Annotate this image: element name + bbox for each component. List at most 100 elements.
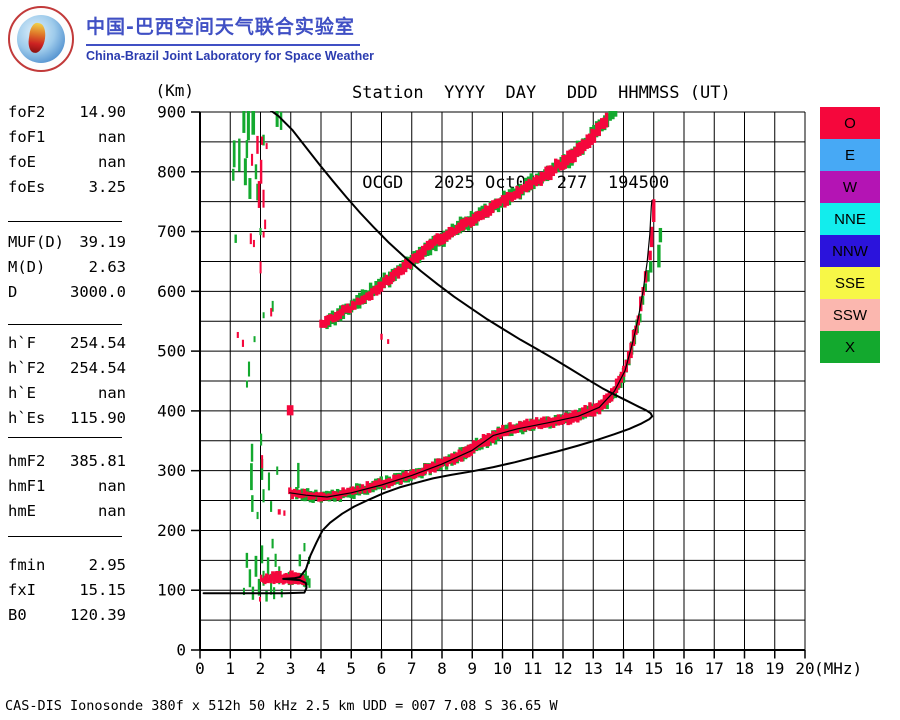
x-tick-label: 1 bbox=[225, 659, 235, 678]
parameter-row: h`Es 115.90 bbox=[8, 406, 126, 431]
noise-echo bbox=[242, 111, 246, 133]
legend-item-sse: SSE bbox=[820, 267, 880, 299]
parameter-row: D 3000.0 bbox=[8, 280, 126, 305]
legend-item-o: O bbox=[820, 107, 880, 139]
parameter-row: foE nan bbox=[8, 150, 126, 175]
noise-echo bbox=[387, 339, 390, 344]
noise-echo bbox=[297, 462, 300, 489]
noise-echo bbox=[271, 538, 274, 549]
globe-icon bbox=[17, 15, 65, 63]
noise-echo bbox=[259, 159, 263, 184]
x-tick-label: 19 bbox=[765, 659, 784, 678]
x-tick-label: 18 bbox=[735, 659, 754, 678]
parameter-row: foF1 nan bbox=[8, 125, 126, 150]
station-header-columns: Station YYYY DAY DDD HHMMSS (UT) bbox=[352, 83, 731, 103]
noise-echo bbox=[232, 140, 236, 168]
x-tick-label: 11 bbox=[523, 659, 542, 678]
noise-echo bbox=[253, 336, 256, 343]
noise-echo bbox=[241, 339, 245, 347]
noise-echo bbox=[260, 136, 264, 145]
legend-label: NNE bbox=[834, 210, 866, 228]
legend-label: E bbox=[844, 146, 855, 164]
parameter-group: hmF2 385.81 hmF1 nan hmE nan bbox=[8, 449, 126, 524]
noise-echo bbox=[245, 140, 249, 159]
noise-echo bbox=[256, 135, 259, 154]
noise-echo bbox=[250, 153, 254, 166]
y-tick-label: 0 bbox=[176, 641, 186, 660]
noise-echo bbox=[270, 573, 273, 595]
parameter-value: 3000.0 bbox=[70, 283, 126, 301]
parameter-row: fmin 2.95 bbox=[8, 553, 126, 578]
legend-item-e: E bbox=[820, 139, 880, 171]
x-tick-label: 4 bbox=[316, 659, 326, 678]
noise-echo bbox=[261, 455, 264, 469]
legend-label: O bbox=[844, 114, 856, 132]
y-tick-label: 600 bbox=[157, 282, 186, 301]
y-tick-label: 800 bbox=[157, 162, 186, 181]
noise-echo bbox=[251, 495, 254, 512]
noise-echo bbox=[267, 472, 271, 491]
parameter-label: foF1 bbox=[8, 128, 46, 146]
trace-o-mode-asymptote bbox=[648, 199, 656, 261]
noise-echo bbox=[265, 590, 268, 602]
x-tick-label: 16 bbox=[674, 659, 693, 678]
noise-echo bbox=[260, 459, 264, 480]
parameter-separator bbox=[8, 324, 122, 325]
parameter-value: nan bbox=[98, 477, 126, 495]
parameter-row: h`F2 254.54 bbox=[8, 356, 126, 381]
trace-o-mode-second-hop bbox=[319, 112, 609, 328]
noise-echo bbox=[245, 552, 249, 568]
noise-echo bbox=[247, 361, 251, 377]
parameter-value: 2.63 bbox=[88, 258, 126, 276]
parameter-value: 15.15 bbox=[79, 581, 126, 599]
noise-echo bbox=[262, 231, 265, 238]
noise-echo bbox=[258, 596, 261, 602]
parameter-group: MUF(D) 39.19 M(D) 2.63 D 3000.0 bbox=[8, 230, 126, 305]
parameter-label: foEs bbox=[8, 178, 46, 196]
trace-x-mode-asymptote bbox=[657, 227, 663, 268]
x-tick-label: 6 bbox=[377, 659, 387, 678]
legend-item-nnw: NNW bbox=[820, 235, 880, 267]
noise-echo bbox=[266, 557, 270, 576]
noise-echo bbox=[257, 578, 261, 596]
noise-echo bbox=[271, 300, 274, 312]
echo-traces bbox=[202, 111, 663, 602]
parameter-value: nan bbox=[98, 128, 126, 146]
noise-echo bbox=[246, 111, 250, 141]
noise-echo bbox=[303, 542, 306, 552]
parameter-value: 2.95 bbox=[88, 556, 126, 574]
parameter-value: 120.39 bbox=[70, 606, 126, 624]
parameter-row: MUF(D) 39.19 bbox=[8, 230, 126, 255]
parameter-separator bbox=[8, 536, 122, 537]
parameter-value: nan bbox=[98, 384, 126, 402]
noise-echo bbox=[262, 312, 265, 319]
noise-echo bbox=[262, 189, 265, 208]
parameter-label: foE bbox=[8, 153, 36, 171]
parameter-group: h`F 254.54 h`F2 254.54 h`E nan h`Es 115.90 bbox=[8, 331, 126, 431]
parameter-row: fxI 15.15 bbox=[8, 578, 126, 603]
legend-label: W bbox=[842, 178, 858, 196]
noise-echo bbox=[380, 333, 383, 340]
echo-type-legend: O E W NNE NNW SSE SSW X bbox=[820, 107, 880, 363]
y-tick-label: 200 bbox=[157, 521, 186, 540]
parameter-group: foF2 14.90 foF1 nan foE nan foEs 3.25 bbox=[8, 100, 126, 200]
parameter-row: hmF2 385.81 bbox=[8, 449, 126, 474]
y-tick-label: 100 bbox=[157, 581, 186, 600]
parameter-label: M(D) bbox=[8, 258, 46, 276]
y-tick-label: 300 bbox=[157, 461, 186, 480]
noise-echo bbox=[234, 234, 237, 243]
noise-echo bbox=[264, 219, 267, 230]
noise-echo bbox=[283, 510, 286, 516]
parameter-value: nan bbox=[98, 153, 126, 171]
legend-item-w: W bbox=[820, 171, 880, 203]
noise-echo bbox=[232, 168, 235, 181]
noise-echo bbox=[256, 183, 259, 201]
noise-echo bbox=[259, 574, 263, 582]
parameter-label: MUF(D) bbox=[8, 233, 64, 251]
noise-echo bbox=[260, 433, 263, 446]
trace-x-mode-first-hop bbox=[295, 261, 653, 503]
parameter-value: 3.25 bbox=[88, 178, 126, 196]
parameter-label: hmF2 bbox=[8, 452, 46, 470]
x-tick-label: 15 bbox=[644, 659, 663, 678]
